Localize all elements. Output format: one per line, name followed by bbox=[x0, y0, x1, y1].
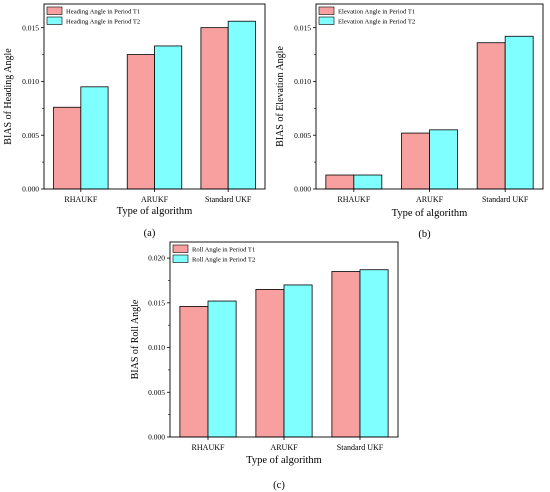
y-axis-title: BIAS of Roll Angle bbox=[130, 299, 141, 379]
panel-label: (c) bbox=[273, 480, 285, 491]
y-tick-label: 0.015 bbox=[22, 23, 39, 32]
x-tick-label: RHAUKF bbox=[192, 443, 225, 452]
y-tick-label: 0.000 bbox=[22, 185, 39, 194]
legend-label: Heading Angle in Period T2 bbox=[66, 18, 140, 25]
x-tick-label: ARUKF bbox=[416, 195, 444, 204]
y-tick-label: 0.005 bbox=[22, 131, 39, 140]
bar-t2 bbox=[227, 20, 256, 190]
y-tick-label: 0.005 bbox=[294, 131, 311, 140]
bar-t1 bbox=[200, 27, 229, 190]
x-tick-label: RHAUKF bbox=[337, 195, 370, 204]
y-axis-title: BIAS of Elevation Angle bbox=[275, 46, 286, 147]
bar-t2 bbox=[80, 86, 109, 190]
legend-swatch-t1 bbox=[172, 244, 189, 253]
plot-frame bbox=[43, 3, 266, 190]
x-tick-label: Standard UKF bbox=[482, 195, 529, 204]
bar-t1 bbox=[331, 271, 361, 438]
chart-panel-3: RHAUKF ARUKF Standard UKF 0.000 0.005 0.010 0.… bbox=[130, 241, 399, 491]
bar-t1 bbox=[179, 305, 209, 438]
bar-t2 bbox=[353, 174, 383, 190]
legend-swatch-t2 bbox=[46, 16, 63, 25]
chart-panel-1: RHAUKF ARUKF Standard UKF 0.000 0.005 0.010 0.… bbox=[3, 3, 266, 239]
legend-label: Heading Angle in Period T1 bbox=[66, 8, 140, 15]
y-tick-label: 0.010 bbox=[148, 343, 165, 352]
x-tick-label: Standard UKF bbox=[337, 443, 384, 452]
bar-t1 bbox=[53, 106, 82, 190]
bar-t2 bbox=[207, 300, 237, 438]
legend-label: Elevation Angle in Period T1 bbox=[338, 8, 415, 15]
y-tick-label: 0.000 bbox=[294, 185, 311, 194]
x-axis-title: Type of algorithm bbox=[392, 208, 468, 219]
legend-swatch-t1 bbox=[318, 6, 335, 15]
bar-t1 bbox=[401, 132, 430, 190]
bar-t2 bbox=[154, 45, 183, 190]
x-tick-label: Standard UKF bbox=[205, 195, 252, 204]
legend-swatch-t2 bbox=[318, 16, 335, 25]
legend-swatch-t1 bbox=[46, 6, 63, 15]
x-tick-label: ARUKF bbox=[141, 195, 169, 204]
bar-t2 bbox=[429, 129, 458, 190]
bar-t1 bbox=[476, 42, 506, 190]
x-tick-label: RHAUKF bbox=[64, 195, 97, 204]
y-tick-label: 0.000 bbox=[148, 433, 165, 442]
y-tick-label: 0.010 bbox=[22, 77, 39, 86]
panel-label: (b) bbox=[418, 229, 431, 240]
y-tick-label: 0.015 bbox=[148, 298, 165, 307]
x-tick-label: ARUKF bbox=[270, 443, 298, 452]
y-axis-title: BIAS of Heading Angle bbox=[3, 48, 14, 145]
legend-label: Roll Angle in Period T1 bbox=[192, 246, 255, 253]
bar-t1 bbox=[255, 289, 285, 438]
y-tick-label: 0.010 bbox=[294, 77, 311, 86]
plot-frame bbox=[315, 3, 544, 190]
x-axis-title: Type of algorithm bbox=[246, 455, 322, 466]
legend-label: Elevation Angle in Period T2 bbox=[338, 18, 415, 25]
bar-t2 bbox=[359, 269, 389, 438]
legend-swatch-t2 bbox=[172, 254, 189, 263]
bar-t2 bbox=[504, 35, 534, 190]
x-axis-title: Type of algorithm bbox=[117, 206, 193, 217]
y-tick-label: 0.020 bbox=[148, 254, 165, 263]
y-tick-label: 0.015 bbox=[294, 23, 311, 32]
legend-label: Roll Angle in Period T2 bbox=[192, 256, 255, 263]
y-tick-label: 0.005 bbox=[148, 388, 165, 397]
panel-label: (a) bbox=[144, 228, 156, 239]
bar-t1 bbox=[325, 174, 355, 190]
bar-t1 bbox=[126, 54, 155, 190]
plot-frame bbox=[169, 241, 399, 438]
bar-t2 bbox=[283, 284, 313, 438]
chart-panel-2: RHAUKF ARUKF Standard UKF 0.000 0.005 0.010 0.… bbox=[275, 3, 544, 240]
